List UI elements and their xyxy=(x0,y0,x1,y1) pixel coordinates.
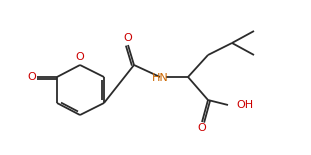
Text: O: O xyxy=(124,33,132,43)
Text: O: O xyxy=(76,52,84,62)
Text: O: O xyxy=(28,72,36,82)
Text: OH: OH xyxy=(236,100,253,110)
Text: O: O xyxy=(197,123,207,133)
Text: HN: HN xyxy=(152,73,168,83)
